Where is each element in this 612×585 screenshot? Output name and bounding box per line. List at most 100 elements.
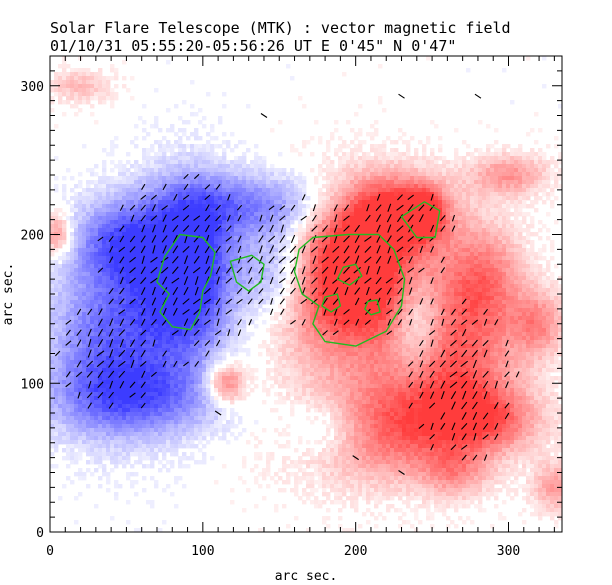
field-cell bbox=[258, 232, 263, 237]
field-cell bbox=[146, 268, 151, 273]
field-cell bbox=[506, 300, 511, 305]
field-cell bbox=[462, 276, 467, 281]
field-cell bbox=[318, 208, 323, 213]
field-cell bbox=[118, 196, 123, 201]
field-cell bbox=[74, 272, 79, 277]
field-cell bbox=[202, 276, 207, 281]
field-cell bbox=[186, 260, 191, 265]
field-cell bbox=[546, 184, 551, 189]
field-cell bbox=[238, 224, 243, 229]
field-cell bbox=[542, 192, 547, 197]
field-cell bbox=[386, 280, 391, 285]
field-cell bbox=[550, 284, 555, 289]
field-cell bbox=[342, 180, 347, 185]
field-cell bbox=[366, 132, 371, 137]
field-cell bbox=[554, 296, 559, 301]
field-cell bbox=[90, 264, 95, 269]
field-cell bbox=[210, 220, 215, 225]
field-cell bbox=[78, 76, 83, 81]
field-cell bbox=[470, 292, 475, 297]
field-cell bbox=[390, 284, 395, 289]
field-cell bbox=[214, 184, 219, 189]
field-cell bbox=[374, 272, 379, 277]
field-cell bbox=[226, 144, 231, 149]
field-cell bbox=[138, 208, 143, 213]
field-cell bbox=[398, 136, 403, 141]
field-cell bbox=[550, 240, 555, 245]
field-cell bbox=[214, 212, 219, 217]
field-cell bbox=[54, 220, 59, 225]
field-cell bbox=[214, 168, 219, 173]
field-cell bbox=[78, 284, 83, 289]
field-cell bbox=[114, 184, 119, 189]
field-cell bbox=[70, 240, 75, 245]
field-cell bbox=[470, 180, 475, 185]
field-cell bbox=[298, 180, 303, 185]
field-cell bbox=[418, 212, 423, 217]
field-cell bbox=[130, 188, 135, 193]
field-cell bbox=[298, 152, 303, 157]
field-cell bbox=[378, 96, 383, 101]
field-cell bbox=[470, 204, 475, 209]
field-cell bbox=[350, 308, 355, 313]
field-cell bbox=[82, 96, 87, 101]
field-cell bbox=[514, 292, 519, 297]
field-cell bbox=[494, 216, 499, 221]
field-cell bbox=[250, 180, 255, 185]
field-cell bbox=[518, 148, 523, 153]
field-cell bbox=[158, 276, 163, 281]
field-cell bbox=[282, 212, 287, 217]
field-cell bbox=[354, 276, 359, 281]
field-cell bbox=[194, 236, 199, 241]
field-cell bbox=[394, 208, 399, 213]
field-cell bbox=[498, 296, 503, 301]
field-cell bbox=[438, 156, 443, 161]
field-cell bbox=[62, 272, 67, 277]
field-cell bbox=[118, 276, 123, 281]
field-cell bbox=[490, 276, 495, 281]
field-cell bbox=[98, 280, 103, 285]
field-cell bbox=[154, 156, 159, 161]
field-cell bbox=[214, 144, 219, 149]
field-cell bbox=[422, 224, 427, 229]
field-cell bbox=[274, 172, 279, 177]
field-cell bbox=[370, 288, 375, 293]
field-cell bbox=[374, 172, 379, 177]
field-cell bbox=[482, 220, 487, 225]
field-cell bbox=[154, 236, 159, 241]
field-cell bbox=[126, 300, 131, 305]
field-cell bbox=[110, 152, 115, 157]
field-cell bbox=[82, 236, 87, 241]
field-cell bbox=[246, 224, 251, 229]
field-cell bbox=[338, 224, 343, 229]
field-cell bbox=[298, 236, 303, 241]
field-cell bbox=[442, 192, 447, 197]
field-cell bbox=[454, 244, 459, 249]
field-cell bbox=[146, 192, 151, 197]
field-cell bbox=[390, 304, 395, 309]
field-cell bbox=[58, 276, 63, 281]
field-cell bbox=[154, 280, 159, 285]
field-cell bbox=[94, 248, 99, 253]
field-cell bbox=[486, 260, 491, 265]
field-cell bbox=[450, 180, 455, 185]
field-cell bbox=[354, 172, 359, 177]
field-cell bbox=[182, 220, 187, 225]
field-cell bbox=[130, 260, 135, 265]
field-cell bbox=[502, 264, 507, 269]
field-cell bbox=[102, 252, 107, 257]
field-cell bbox=[374, 276, 379, 281]
field-cell bbox=[262, 200, 267, 205]
field-cell bbox=[138, 276, 143, 281]
field-cell bbox=[186, 240, 191, 245]
field-cell bbox=[210, 176, 215, 181]
field-cell bbox=[390, 296, 395, 301]
field-cell bbox=[54, 240, 59, 245]
field-cell bbox=[330, 260, 335, 265]
field-cell bbox=[58, 296, 63, 301]
field-cell bbox=[126, 276, 131, 281]
field-cell bbox=[306, 304, 311, 309]
field-cell bbox=[134, 136, 139, 141]
field-cell bbox=[382, 296, 387, 301]
field-cell bbox=[142, 120, 147, 125]
